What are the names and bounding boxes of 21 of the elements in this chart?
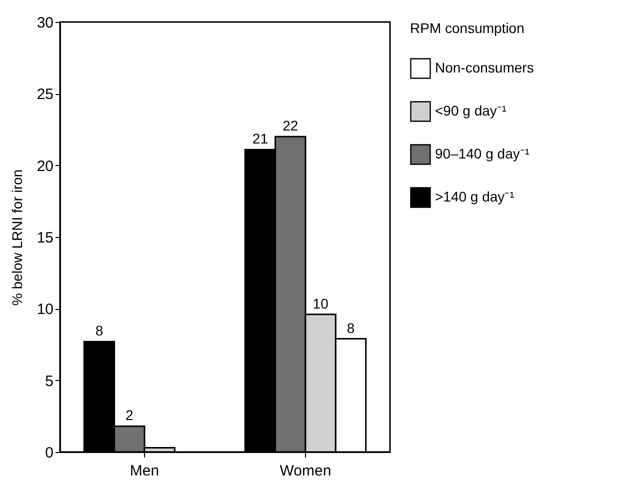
- data-label: 8: [346, 320, 355, 336]
- x-tick-label: Men: [130, 462, 160, 480]
- y-tick-label: 25: [36, 86, 54, 104]
- legend-label: Non-consumers: [435, 60, 534, 76]
- data-label: 10: [312, 295, 329, 312]
- y-tick-label: 20: [36, 158, 54, 175]
- legend-title: RPM consumption: [410, 20, 524, 36]
- y-tick-label: 5: [45, 372, 54, 390]
- data-label: 22: [282, 118, 298, 134]
- data-label: 2: [126, 407, 134, 424]
- y-tick-label: 30: [36, 14, 54, 32]
- y-tick-label: 0: [45, 444, 54, 462]
- legend-label: 90–140 g day⁻¹: [435, 146, 530, 162]
- legend-label: <90 g day⁻¹: [435, 102, 507, 118]
- y-tick-label: 10: [36, 301, 54, 318]
- y-axis-title: % below LRNI for iron: [8, 169, 25, 306]
- data-label: 21: [252, 130, 268, 147]
- legend-label: >140 g day⁻¹: [435, 188, 515, 204]
- x-tick-label: Women: [280, 462, 332, 480]
- y-tick-label: 15: [36, 230, 54, 246]
- data-label: 8: [95, 322, 104, 339]
